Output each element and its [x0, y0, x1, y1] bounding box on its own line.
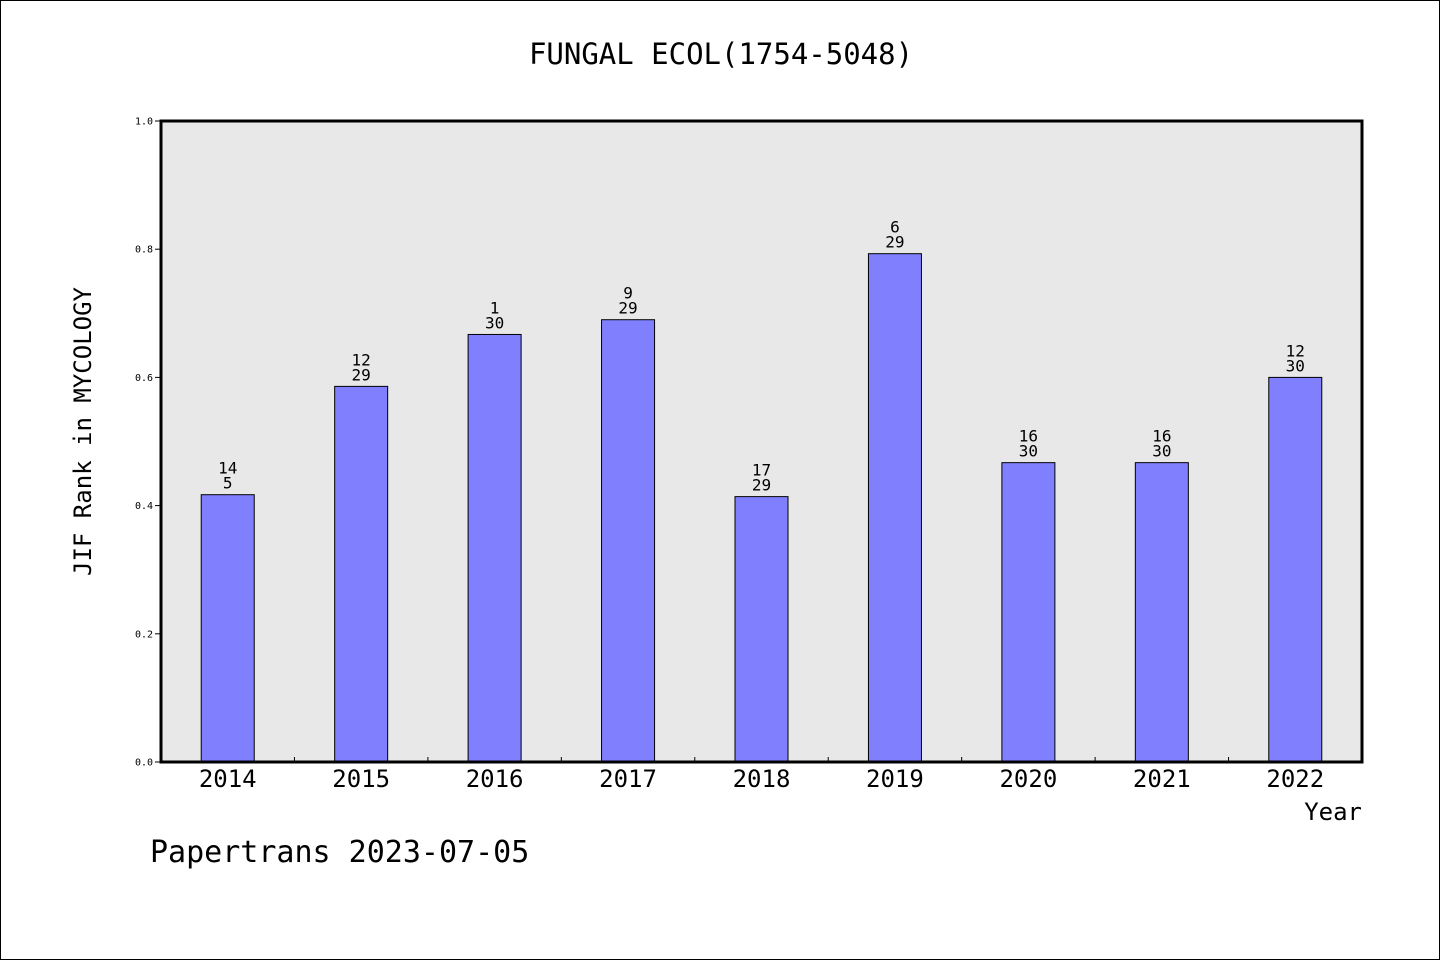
y-tick-label: 0.2	[135, 629, 153, 640]
bar-label-total: 30	[1286, 356, 1305, 375]
bar-label-total: 5	[223, 474, 233, 493]
bar-label-rank: 16	[1019, 427, 1038, 446]
x-tick-label: 2020	[999, 765, 1057, 793]
bar-label-total: 29	[352, 365, 371, 384]
x-tick-label: 2015	[332, 765, 390, 793]
bar	[200, 494, 255, 763]
y-tick-label: 0.6	[135, 373, 153, 384]
bar-label-total: 29	[618, 299, 637, 318]
bar	[601, 319, 656, 763]
bar-label-total: 29	[885, 233, 904, 252]
bar	[467, 333, 522, 763]
x-tick-label: 2016	[466, 765, 524, 793]
y-tick-label: 0.0	[135, 758, 153, 769]
bar-label-rank: 14	[218, 459, 237, 478]
y-tick-label: 1.0	[135, 117, 153, 128]
bar-label-rank: 12	[1286, 341, 1305, 360]
bar-label-total: 30	[1152, 442, 1171, 461]
bar-label-total: 29	[752, 476, 771, 495]
x-tick-label: 2022	[1266, 765, 1324, 793]
x-tick-label: 2021	[1133, 765, 1191, 793]
y-tick-label: 0.8	[135, 245, 153, 256]
x-tick-label: 2018	[733, 765, 791, 793]
x-tick-label: 2014	[199, 765, 257, 793]
x-axis-label: Year	[1304, 798, 1362, 826]
bar-label-rank: 6	[890, 218, 900, 237]
bar-label-rank: 17	[752, 461, 771, 480]
bar-label-total: 30	[1019, 442, 1038, 461]
bar-label-rank: 1	[490, 298, 500, 317]
bar-label-rank: 9	[623, 284, 633, 303]
bar	[1134, 462, 1189, 763]
bar-label-rank: 12	[352, 350, 371, 369]
bar	[1268, 376, 1323, 763]
y-axis-label: JIF Rank in MYCOLOGY	[69, 286, 97, 576]
bar-label-rank: 16	[1152, 427, 1171, 446]
bar-label-total: 30	[485, 313, 504, 332]
y-tick-label: 0.4	[135, 501, 153, 512]
plot-frame	[159, 119, 1364, 764]
footer-credit: Papertrans 2023-07-05	[150, 835, 530, 870]
bar	[867, 253, 922, 763]
x-tick-label: 2017	[599, 765, 657, 793]
bar	[1001, 462, 1056, 763]
bar	[734, 496, 789, 763]
x-tick-label: 2019	[866, 765, 924, 793]
chart-title: FUNGAL ECOL(1754-5048)	[528, 37, 914, 71]
bar	[334, 385, 389, 763]
